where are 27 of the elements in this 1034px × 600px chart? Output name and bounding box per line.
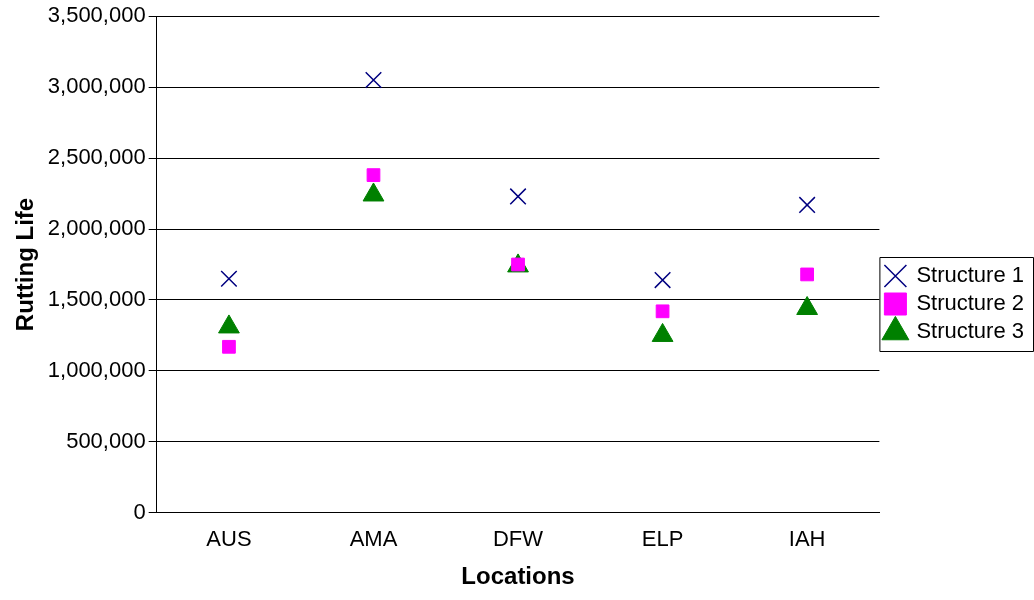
x-tick-label: IAH (788, 526, 826, 552)
y-tick-label: 2,500,000 (47, 144, 146, 170)
y-tick-label: 2,000,000 (47, 215, 146, 241)
legend-label: Structure 2 (916, 290, 1024, 316)
point (798, 196, 816, 214)
y-tick-label: 500,000 (66, 427, 146, 453)
point (220, 270, 238, 288)
y-tick-label: 1,500,000 (47, 286, 146, 312)
y-tick-label: 3,500,000 (47, 2, 146, 28)
point (364, 71, 383, 89)
point (222, 339, 236, 354)
x-tick-label: DFW (492, 526, 544, 552)
x-tick-label: AMA (349, 526, 398, 552)
point (655, 304, 670, 319)
y-tick-label: 1,000,000 (47, 356, 146, 382)
legend-label: Structure 3 (916, 318, 1024, 344)
legend-label: Structure 1 (916, 262, 1024, 288)
point (509, 187, 527, 205)
x-tick-label: AUS (206, 526, 252, 552)
y-axis-title: Rutting Life (11, 197, 39, 332)
y-tick-label: 0 (133, 498, 146, 524)
y-tick-label: 3,000,000 (47, 73, 146, 99)
point (800, 267, 814, 282)
point (654, 271, 672, 289)
point (366, 168, 381, 182)
x-tick-label: ELP (641, 526, 684, 552)
x-axis-title: Locations (461, 562, 575, 590)
